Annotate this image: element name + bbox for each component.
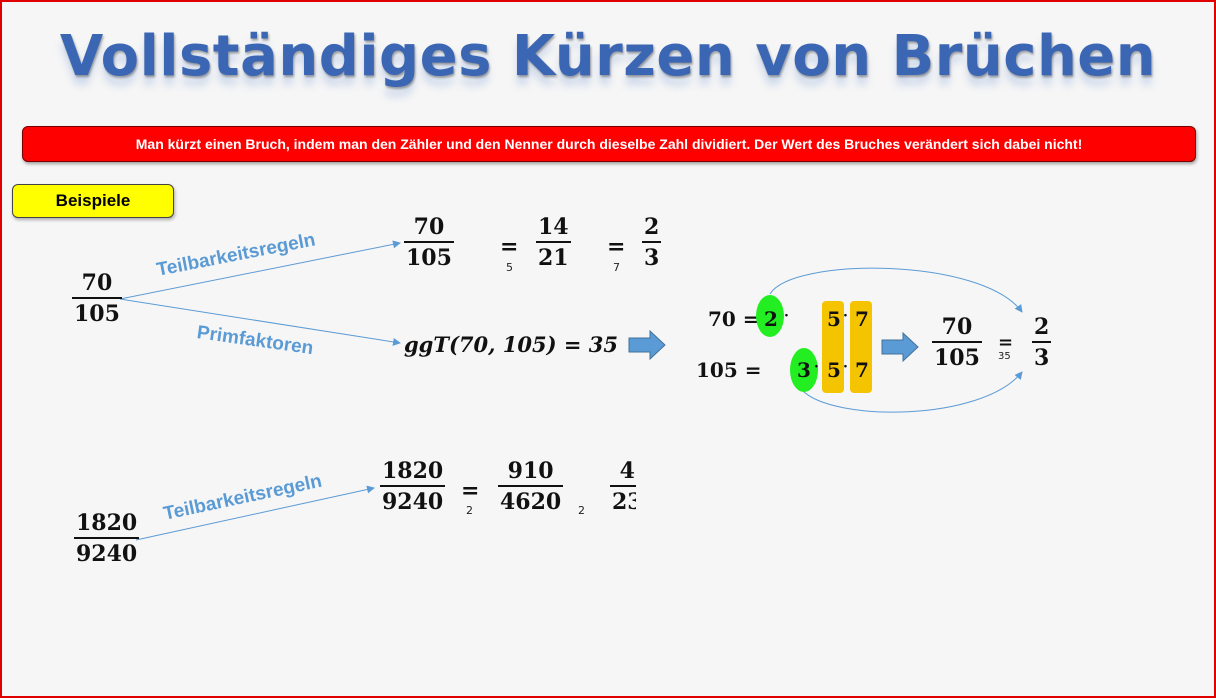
beispiele-label: Beispiele	[12, 184, 174, 218]
factor-7: 7	[855, 307, 869, 331]
factor-7: 7	[855, 358, 869, 382]
denominator: 9240	[74, 537, 140, 565]
denominator: 105	[72, 297, 122, 325]
factor-3: 3	[797, 358, 811, 382]
ex2-partial-fraction-clip: 4 23	[606, 458, 636, 520]
page-title: Vollständiges Kürzen von Brüchen	[59, 24, 1157, 89]
equals-sign: =	[461, 478, 480, 504]
numerator: 70	[941, 314, 973, 340]
fat-arrow-right-icon	[881, 332, 919, 362]
numerator: 4	[619, 458, 635, 484]
numerator: 2	[644, 214, 660, 240]
denominator: 3	[1032, 341, 1052, 369]
denominator: 105	[932, 341, 982, 369]
numerator: 910	[507, 458, 554, 484]
arrow-teilbarkeit-1	[119, 240, 401, 300]
arrow-primfaktoren	[119, 298, 401, 346]
divisor-label: 2	[466, 504, 473, 517]
ex1-start-fraction: 70 105	[72, 272, 122, 325]
numerator: 1820	[382, 458, 444, 484]
ex1-chain-fraction-1: 70 105	[404, 216, 454, 269]
factor-2: 2	[764, 307, 778, 331]
numerator: 70	[81, 270, 113, 296]
highlight-bar-5	[822, 301, 844, 393]
factor-5: 5	[827, 358, 841, 382]
divisor-label: 5	[506, 261, 513, 274]
ex2-start-fraction: 1820 9240	[74, 510, 140, 565]
numerator: 14	[538, 214, 569, 240]
divisor-label: 2	[578, 504, 585, 517]
ex1-chain-fraction-2: 14 21	[536, 216, 571, 269]
dot: ·	[843, 359, 848, 375]
ex1-result-from-fraction: 70 105	[932, 316, 982, 369]
ex2-chain-fraction-3: 4 23	[610, 460, 636, 513]
green-highlight-3	[790, 348, 818, 392]
ex1-result-to-fraction: 2 3	[1032, 314, 1052, 369]
highlight-bar-7	[850, 301, 872, 393]
denominator: 23	[610, 485, 636, 513]
curve-bottom	[801, 371, 1023, 413]
dot: ·	[784, 308, 789, 324]
factor-5: 5	[827, 307, 841, 331]
denominator: 4620	[498, 485, 564, 513]
dot: ·	[843, 308, 848, 324]
factor-70-label: 70 =	[708, 307, 760, 331]
fat-arrow-right-icon	[628, 330, 666, 360]
denominator: 105	[404, 241, 454, 269]
dot: ·	[814, 359, 819, 375]
denominator: 9240	[380, 485, 446, 513]
ggt-expression: ggT(70, 105) = 35	[404, 332, 618, 357]
ex1-chain-fraction-3: 2 3	[642, 214, 662, 269]
arrow-teilbarkeit-2	[135, 485, 375, 541]
numerator: 70	[413, 214, 445, 240]
factor-105-label: 105 =	[696, 358, 762, 382]
equals-sign: =	[998, 332, 1014, 353]
curve-top	[769, 267, 1023, 313]
denominator: 21	[536, 241, 571, 269]
equals-sign: =	[607, 234, 626, 260]
equals-sign: =	[500, 234, 519, 260]
numerator: 2	[1034, 314, 1050, 340]
rule-banner: Man kürzt einen Bruch, indem man den Zäh…	[22, 126, 1196, 162]
denominator: 3	[642, 241, 662, 269]
ex2-chain-fraction-2: 910 4620	[498, 458, 564, 513]
numerator: 1820	[76, 510, 138, 536]
green-highlight-2	[756, 295, 784, 337]
ex2-chain-fraction-1: 1820 9240	[380, 458, 446, 513]
divisor-label: 35	[998, 351, 1011, 362]
divisor-label: 7	[613, 261, 620, 274]
